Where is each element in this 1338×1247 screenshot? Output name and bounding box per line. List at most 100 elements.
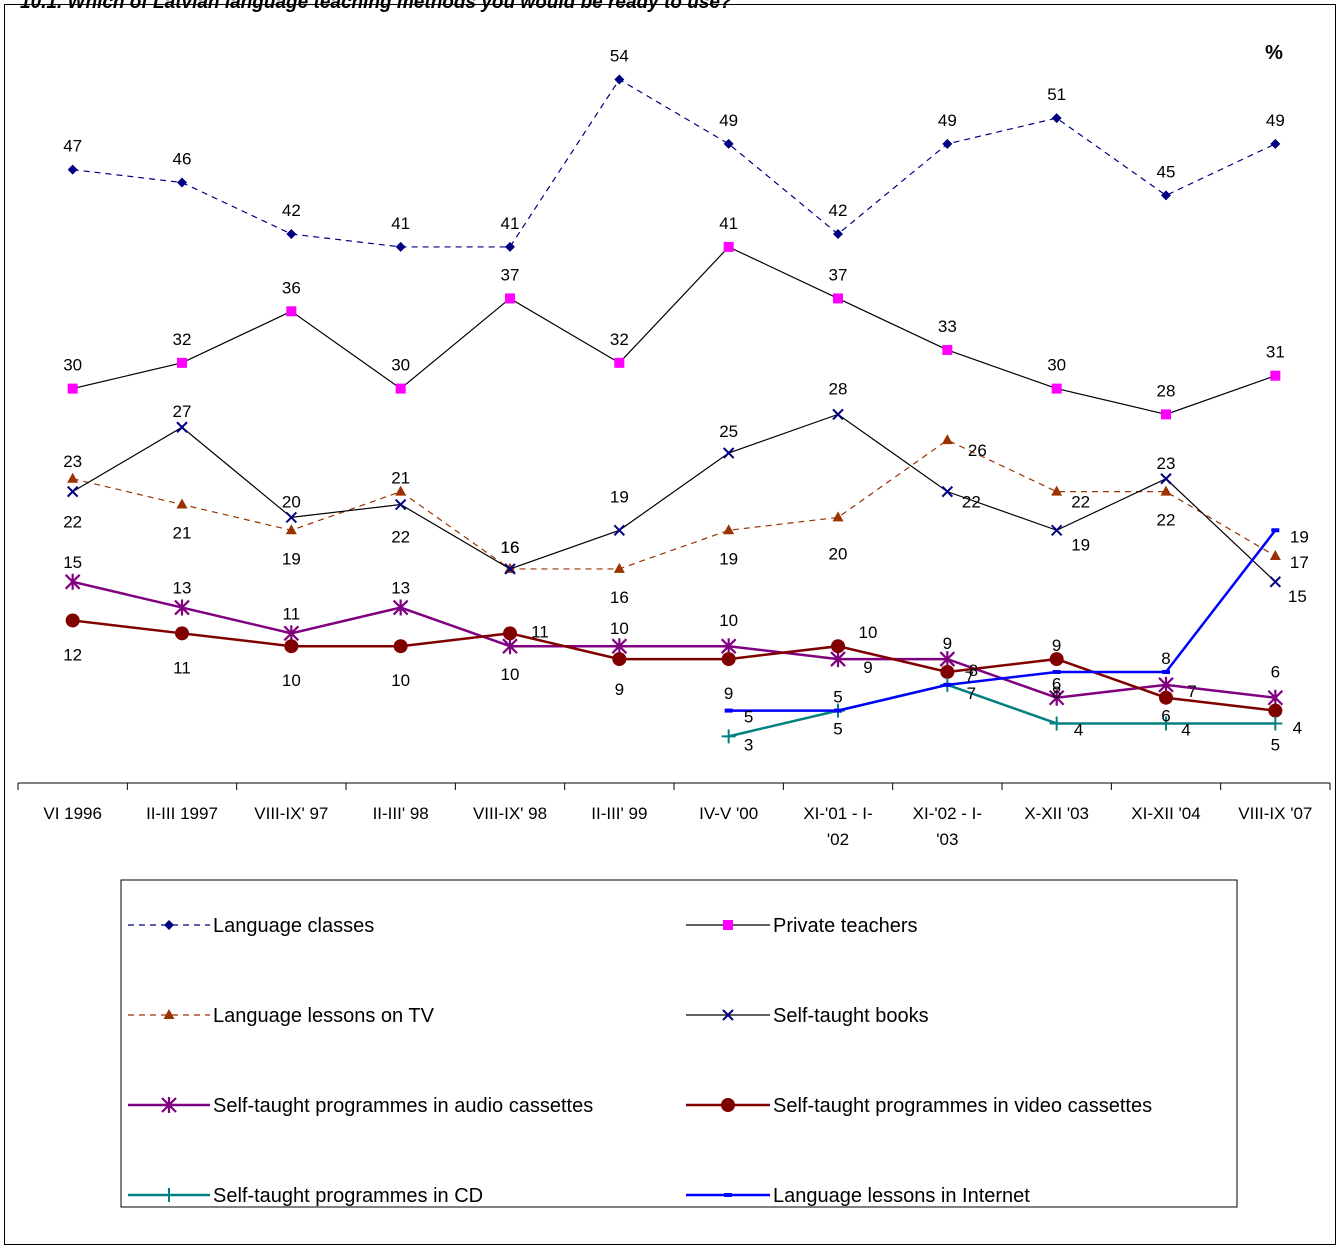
data-label: 19 (282, 549, 301, 568)
x-tick-label: II-III' 98 (373, 804, 429, 823)
data-label: 10 (610, 619, 629, 638)
data-label: 22 (1157, 511, 1176, 530)
data-point (67, 164, 78, 175)
data-label: 22 (1071, 493, 1090, 512)
legend-swatch-marker (163, 1009, 175, 1019)
data-point (613, 524, 626, 536)
data-label: 15 (63, 553, 82, 572)
series-self-taught-programmes-in-audio-cassettes (64, 573, 1284, 706)
data-point (504, 563, 516, 575)
data-label: 30 (1047, 356, 1066, 375)
data-label: 28 (829, 379, 848, 398)
legend-item: Self-taught books (686, 1005, 929, 1027)
data-label: 4 (1293, 718, 1302, 737)
legend-item: Self-taught programmes in CD (128, 1185, 483, 1207)
data-point (1267, 689, 1284, 706)
data-label: 16 (501, 538, 520, 557)
data-point (1271, 528, 1280, 533)
data-point (394, 498, 407, 511)
legend-label: Language lessons in Internet (773, 1185, 1030, 1207)
data-label: 32 (610, 330, 629, 349)
series-private-teachers (67, 241, 1281, 420)
data-label: 47 (63, 137, 82, 156)
data-point (721, 652, 736, 667)
data-label: 4 (1074, 720, 1083, 739)
data-point (720, 638, 737, 655)
data-label: 32 (173, 330, 192, 349)
data-label: 6 (1052, 675, 1061, 694)
data-label: 9 (863, 658, 872, 677)
legend-label: Self-taught programmes in CD (213, 1185, 483, 1207)
data-point (177, 177, 187, 188)
series-self-taught-programmes-in-video-cassettes (65, 613, 1283, 718)
data-point (942, 344, 953, 355)
data-point (176, 498, 188, 509)
data-point (833, 293, 843, 304)
data-point (723, 524, 735, 535)
data-point (941, 434, 953, 445)
data-point (723, 138, 734, 149)
data-label: 49 (1266, 111, 1285, 130)
legend-item: Language lessons on TV (128, 1005, 435, 1027)
data-label: 10 (719, 611, 738, 630)
data-point (1160, 473, 1172, 485)
legend-box (120, 879, 1238, 1208)
data-label: 19 (610, 487, 629, 506)
series-line (728, 683, 1276, 738)
legend-item: Self-taught programmes in audio cassette… (128, 1095, 593, 1117)
data-point (832, 511, 844, 522)
data-point (943, 682, 952, 687)
data-point (64, 573, 81, 590)
data-label: 20 (282, 492, 301, 511)
data-label: 8 (969, 661, 978, 680)
data-label: 11 (173, 658, 191, 677)
data-point (67, 383, 78, 394)
data-label: 22 (391, 528, 410, 547)
legend-label: Language classes (213, 915, 374, 937)
data-point (395, 485, 407, 496)
data-label: 22 (63, 513, 82, 532)
data-label: 27 (173, 402, 192, 421)
x-tick-label: VIII-IX' 97 (254, 804, 328, 823)
data-label: 28 (1157, 381, 1176, 400)
data-label: 42 (829, 201, 848, 220)
data-point (1268, 716, 1283, 731)
data-label: 41 (501, 214, 520, 233)
series-self-taught-books (66, 408, 1282, 588)
data-label: 3 (744, 735, 753, 754)
chart-frame (4, 4, 1336, 1245)
legend-label: Language lessons on TV (213, 1005, 435, 1027)
series-line (72, 78, 1276, 248)
data-label: 49 (938, 111, 957, 130)
data-point (285, 524, 297, 535)
data-point (65, 613, 80, 628)
data-point (175, 626, 189, 641)
data-label: 37 (501, 265, 520, 284)
series-line (72, 619, 1276, 712)
data-label: 6 (1161, 707, 1170, 726)
data-label: 23 (63, 452, 82, 471)
data-point (612, 652, 627, 667)
data-point (834, 708, 842, 713)
data-label: 12 (63, 645, 82, 664)
data-label: 13 (173, 579, 192, 598)
legend-item: Language classes (128, 915, 374, 937)
data-point (395, 383, 406, 394)
data-label: 30 (391, 356, 410, 375)
data-label: 41 (391, 214, 410, 233)
data-point (286, 306, 297, 317)
data-point (611, 638, 628, 655)
data-point (1051, 113, 1062, 124)
x-tick-label: XI-'02 - I-'03 (913, 804, 982, 849)
data-point (177, 357, 187, 368)
data-point (830, 651, 846, 668)
data-point (833, 229, 843, 240)
series-line (72, 413, 1276, 583)
data-point (503, 626, 517, 641)
data-point (1162, 669, 1170, 674)
data-label: 46 (173, 150, 192, 169)
data-point (502, 638, 518, 655)
data-point (1048, 689, 1065, 706)
legend-label: Self-taught programmes in video cassette… (773, 1095, 1152, 1117)
